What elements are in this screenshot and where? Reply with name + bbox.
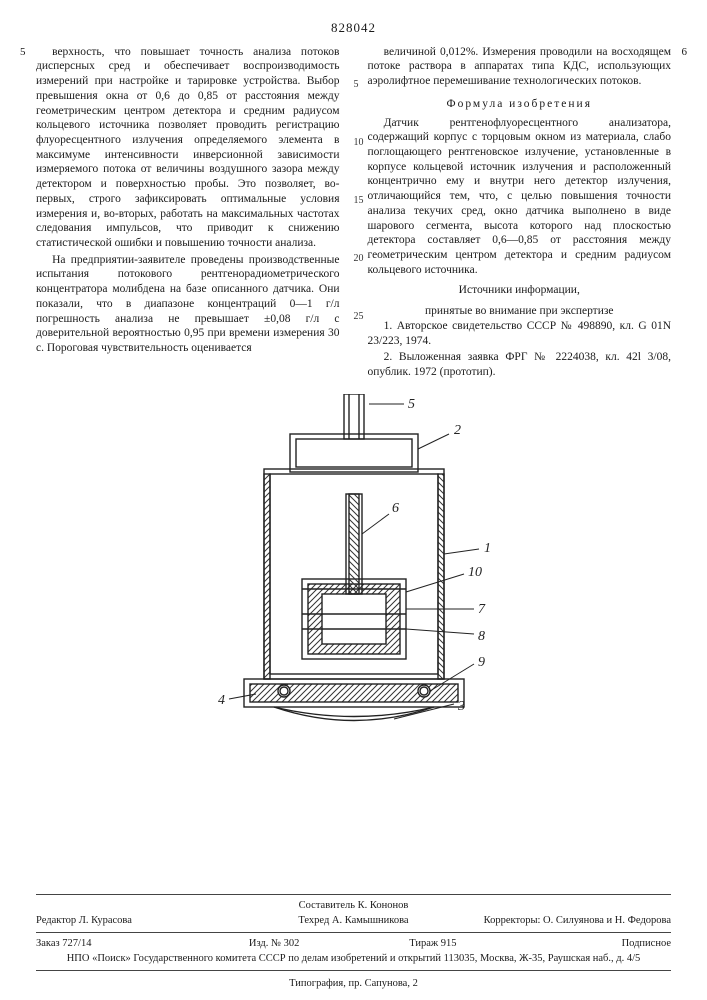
refs-heading-1: Источники информации, bbox=[368, 283, 672, 298]
text-columns: 5 верхность, что повышает точность анали… bbox=[36, 45, 671, 382]
left-para-1: верхность, что повышает точность анализа… bbox=[36, 45, 340, 251]
svg-text:1: 1 bbox=[484, 541, 491, 556]
col-number-right: 6 bbox=[682, 45, 688, 59]
right-para-2: Датчик рентгенофлуоресцентного анализато… bbox=[368, 116, 672, 278]
svg-text:6: 6 bbox=[392, 501, 399, 516]
footer-typo: Типография, пр. Сапунова, 2 bbox=[36, 977, 671, 990]
footer-techred: Техред А. Камышникова bbox=[248, 914, 460, 927]
ref-2: 2. Выложенная заявка ФРГ № 2224038, кл. … bbox=[368, 350, 672, 379]
right-para-1: величиной 0,012%. Измерения проводили на… bbox=[368, 45, 672, 89]
svg-text:7: 7 bbox=[478, 602, 486, 617]
line-no-5: 5 bbox=[354, 79, 359, 92]
svg-text:3: 3 bbox=[457, 699, 465, 714]
footer-npo: НПО «Поиск» Государственного комитета СС… bbox=[36, 952, 671, 965]
line-no-25: 25 bbox=[354, 311, 364, 324]
right-column: 6 5 10 15 20 25 величиной 0,012%. Измере… bbox=[368, 45, 672, 382]
col-number-left: 5 bbox=[20, 45, 26, 59]
formula-heading: Формула изобретения bbox=[368, 97, 672, 112]
svg-text:8: 8 bbox=[478, 629, 485, 644]
svg-text:9: 9 bbox=[478, 655, 485, 670]
patent-number: 828042 bbox=[36, 20, 671, 37]
svg-text:4: 4 bbox=[218, 693, 225, 708]
left-para-2: На предприятии-заявителе проведены произ… bbox=[36, 253, 340, 356]
line-no-20: 20 bbox=[354, 253, 364, 266]
footer-tirazh: Тираж 915 bbox=[354, 937, 513, 950]
refs-heading-2: принятые во внимание при экспертизе bbox=[368, 304, 672, 319]
patent-figure: 5 2 1 6 10 7 8 9 3 4 bbox=[194, 394, 514, 744]
svg-text:10: 10 bbox=[468, 565, 482, 580]
line-no-15: 15 bbox=[354, 195, 364, 208]
line-no-10: 10 bbox=[354, 137, 364, 150]
footer-compiler: Составитель К. Кононов bbox=[36, 899, 671, 912]
footer-order: Заказ 727/14 bbox=[36, 937, 195, 950]
left-column: 5 верхность, что повышает точность анали… bbox=[36, 45, 340, 382]
footer-editor: Редактор Л. Курасова bbox=[36, 914, 248, 927]
footer-correctors: Корректоры: О. Силуянова и Н. Федорова bbox=[459, 914, 671, 927]
footer-izd: Изд. № 302 bbox=[195, 937, 354, 950]
ref-1: 1. Авторское свидетельство СССР № 498890… bbox=[368, 319, 672, 348]
svg-text:2: 2 bbox=[454, 423, 461, 438]
footer-block: Составитель К. Кононов Редактор Л. Курас… bbox=[36, 890, 671, 990]
footer-sub: Подписное bbox=[512, 937, 671, 950]
svg-text:5: 5 bbox=[408, 397, 415, 412]
